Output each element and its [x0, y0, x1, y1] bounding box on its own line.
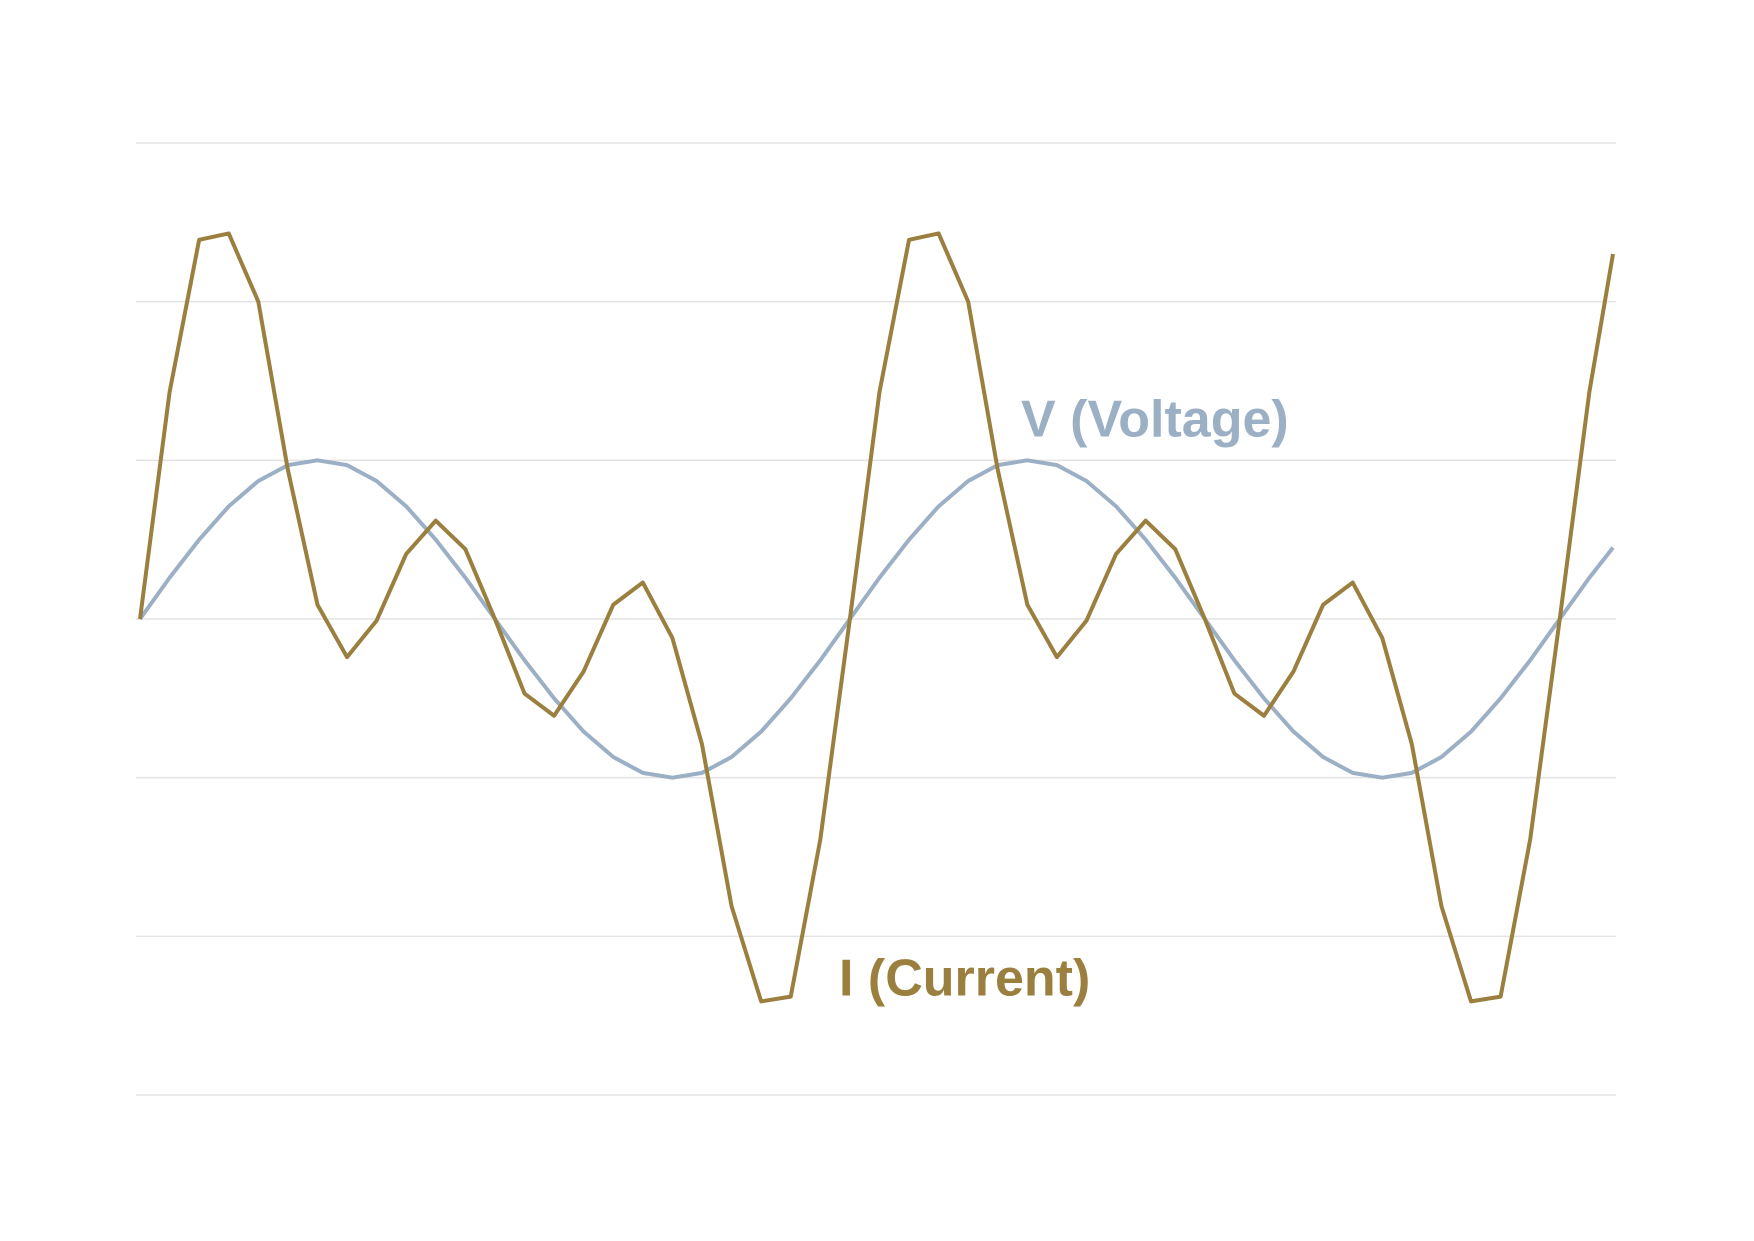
series-label: I (Current) — [839, 950, 1090, 1008]
series-label: V (Voltage) — [1021, 391, 1289, 449]
series-line — [138, 458, 1615, 780]
series-line — [138, 231, 1615, 1004]
